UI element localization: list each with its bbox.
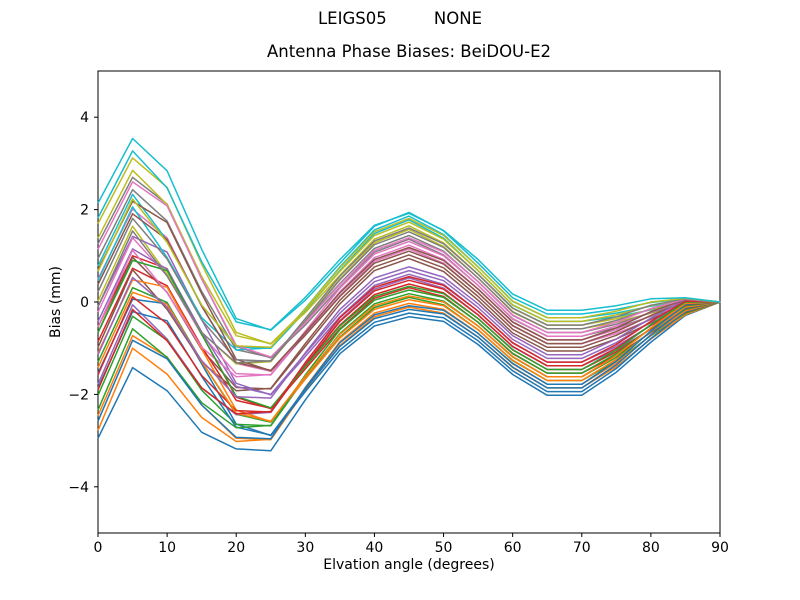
x-tick-label: 50: [435, 540, 453, 556]
series-line-39: [97, 150, 721, 331]
figure-suptitle: LEIGS05 NONE: [317, 9, 483, 28]
series-line-32: [97, 259, 720, 409]
x-tick-label: 90: [711, 540, 729, 556]
series-line-34: [97, 266, 721, 399]
series-line-11: [97, 301, 721, 443]
x-tick-label: 60: [504, 540, 522, 556]
series-line-26: [97, 240, 721, 378]
x-tick-label: 70: [573, 540, 591, 556]
series-line-17: [97, 188, 721, 359]
x-tick-label: 10: [158, 540, 176, 556]
series-line-27: [97, 217, 721, 362]
y-tick-label: 0: [80, 295, 89, 311]
series-line-21: [97, 279, 721, 423]
series-line-22: [97, 289, 721, 429]
series-line-23: [97, 279, 721, 413]
series-line-36: [97, 181, 721, 358]
series-line-0: [97, 301, 721, 452]
series-line-33: [97, 275, 721, 415]
series-line-25: [97, 200, 721, 372]
x-tick-label: 80: [642, 540, 660, 556]
y-tick-label: −4: [68, 480, 89, 496]
series-line-37: [97, 227, 721, 364]
x-axis-label: Elvation angle (degrees): [323, 557, 495, 573]
series-line-29: [97, 137, 721, 331]
series-line-28: [97, 169, 721, 345]
series-line-30: [97, 301, 721, 440]
x-tick-label: 30: [296, 540, 314, 556]
y-tick-label: −2: [68, 387, 89, 403]
series-line-19: [97, 206, 721, 351]
y-tick-label: 2: [80, 203, 89, 219]
series-line-18: [97, 157, 721, 345]
series-line-38: [97, 198, 721, 349]
x-tick-label: 40: [366, 540, 384, 556]
chart-title: Antenna Phase Biases: BeiDOU-E2: [266, 42, 552, 61]
x-tick-label: 0: [94, 540, 103, 556]
series-line-10: [97, 298, 721, 437]
x-tick-label: 20: [227, 540, 245, 556]
series-line-12: [97, 292, 721, 427]
y-axis-label: Bias (mm): [48, 265, 64, 339]
y-tick-label: 4: [80, 110, 89, 126]
